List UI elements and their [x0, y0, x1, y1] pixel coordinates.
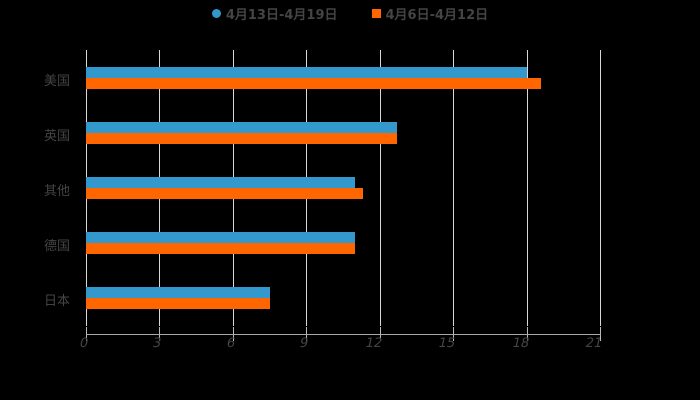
x-axis-line [86, 334, 601, 335]
x-tick-label: 21 [583, 336, 604, 351]
gridline [380, 50, 381, 326]
gridline [527, 50, 528, 326]
legend-item-series-2[interactable]: 4月6日-4月12日 [371, 4, 489, 23]
x-tick-label: 18 [510, 336, 531, 351]
bar-current-week[interactable] [86, 287, 270, 298]
legend-label: 4月13日-4月19日 [225, 7, 338, 23]
category-label: 其他 [44, 184, 71, 199]
bar-previous-week[interactable] [86, 78, 542, 89]
legend-square-icon [371, 8, 381, 18]
bar-previous-week[interactable] [86, 188, 363, 199]
x-tick-label: 6 [225, 336, 237, 351]
gridline [453, 50, 454, 326]
bar-current-week[interactable] [86, 177, 356, 188]
bar-current-week[interactable] [86, 67, 527, 78]
legend-item-series-1[interactable]: 4月13日-4月19日 [211, 4, 338, 23]
x-tick-label: 0 [78, 336, 90, 351]
bar-current-week[interactable] [86, 232, 356, 243]
chart-legend: 4月13日-4月19日 4月6日-4月12日 [0, 4, 700, 23]
category-label: 英国 [44, 129, 71, 144]
x-tick-label: 9 [298, 336, 310, 351]
bar-current-week[interactable] [86, 122, 397, 133]
x-tick-label: 15 [436, 336, 457, 351]
x-tick-label: 12 [363, 336, 384, 351]
bar-previous-week[interactable] [86, 133, 397, 144]
category-label: 德国 [44, 239, 71, 254]
gridline [600, 50, 601, 326]
legend-label: 4月6日-4月12日 [385, 7, 489, 23]
bar-previous-week[interactable] [86, 298, 270, 309]
category-label: 日本 [44, 294, 71, 309]
category-label: 美国 [44, 74, 71, 89]
bar-previous-week[interactable] [86, 243, 356, 254]
legend-circle-icon [211, 8, 221, 18]
x-tick-label: 3 [151, 336, 163, 351]
